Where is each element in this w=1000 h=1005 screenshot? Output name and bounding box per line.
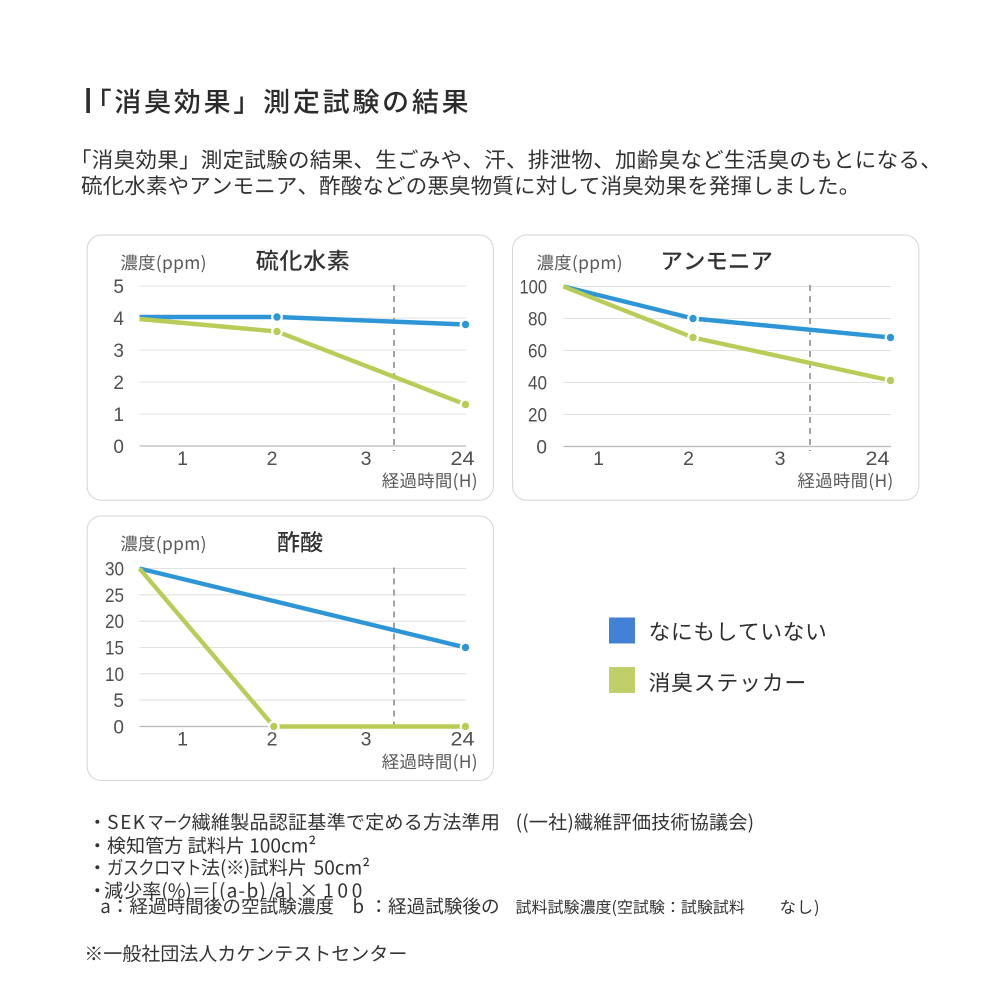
svg-text:25: 25 xyxy=(105,586,124,607)
svg-text:15: 15 xyxy=(105,639,124,660)
svg-text:30: 30 xyxy=(105,560,124,581)
svg-text:24: 24 xyxy=(451,448,475,470)
svg-text:2: 2 xyxy=(267,729,278,751)
svg-text:1: 1 xyxy=(177,448,188,470)
svg-text:3: 3 xyxy=(361,448,372,470)
svg-text:100: 100 xyxy=(520,278,548,299)
svg-text:2: 2 xyxy=(267,448,278,470)
svg-text:2: 2 xyxy=(113,373,124,394)
svg-text:2: 2 xyxy=(683,448,694,470)
svg-text:3: 3 xyxy=(113,341,124,362)
svg-text:1: 1 xyxy=(593,448,604,470)
svg-text:60: 60 xyxy=(528,342,547,363)
svg-text:24: 24 xyxy=(451,729,475,751)
svg-text:0: 0 xyxy=(536,438,547,459)
svg-text:20: 20 xyxy=(105,612,124,633)
svg-text:1: 1 xyxy=(113,405,124,426)
svg-text:3: 3 xyxy=(775,448,786,470)
svg-text:0: 0 xyxy=(113,437,124,458)
svg-text:3: 3 xyxy=(361,729,372,751)
svg-text:10: 10 xyxy=(105,665,124,686)
svg-text:24: 24 xyxy=(866,448,890,470)
svg-text:4: 4 xyxy=(113,309,124,330)
svg-text:5: 5 xyxy=(113,691,124,712)
svg-text:40: 40 xyxy=(528,374,547,395)
svg-text:80: 80 xyxy=(528,310,547,331)
svg-text:0: 0 xyxy=(113,718,124,739)
svg-text:5: 5 xyxy=(113,277,124,298)
svg-text:1: 1 xyxy=(177,729,188,751)
svg-text:20: 20 xyxy=(528,406,547,427)
